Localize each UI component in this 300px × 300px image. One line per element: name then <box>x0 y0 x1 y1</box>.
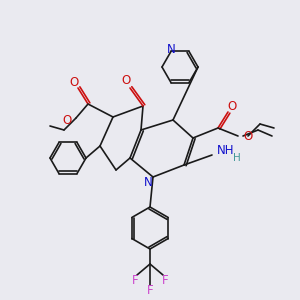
Text: H: H <box>233 153 241 163</box>
Text: O: O <box>243 130 252 142</box>
Text: N: N <box>144 176 152 188</box>
Text: F: F <box>162 274 168 286</box>
Text: NH: NH <box>217 143 235 157</box>
Text: O: O <box>122 74 130 88</box>
Text: O: O <box>63 113 72 127</box>
Text: O: O <box>69 76 79 88</box>
Text: N: N <box>167 43 176 56</box>
Text: F: F <box>147 284 153 298</box>
Text: F: F <box>132 274 138 286</box>
Text: O: O <box>227 100 237 113</box>
